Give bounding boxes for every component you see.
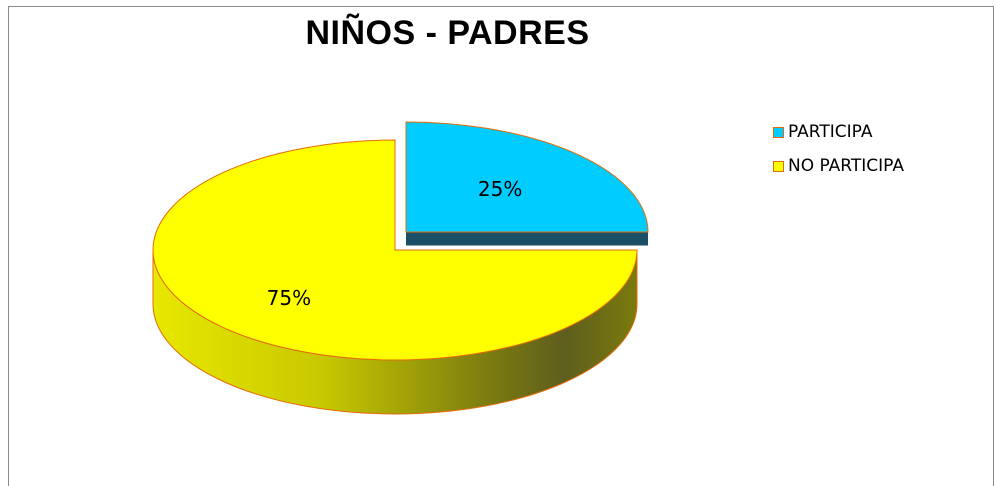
legend-item-no-participa: NO PARTICIPA (773, 152, 904, 180)
legend-swatch-participa (773, 126, 784, 138)
legend-label-participa: PARTICIPA (788, 122, 873, 142)
data-label-no-participa: 75% (267, 286, 311, 310)
chart-frame (8, 6, 994, 486)
legend-item-participa: PARTICIPA (773, 118, 904, 146)
pie-group: 25% 75% (152, 121, 649, 415)
legend: PARTICIPA NO PARTICIPA (773, 118, 904, 186)
chart-title: NIÑOS - PADRES (305, 14, 590, 52)
pie-cut-face-participa (406, 232, 648, 246)
legend-swatch-no-participa (773, 160, 784, 172)
pie-slice-no-participa (152, 139, 638, 361)
legend-label-no-participa: NO PARTICIPA (788, 156, 904, 176)
data-label-participa: 25% (478, 177, 522, 201)
pie-slice-participa (405, 121, 649, 233)
